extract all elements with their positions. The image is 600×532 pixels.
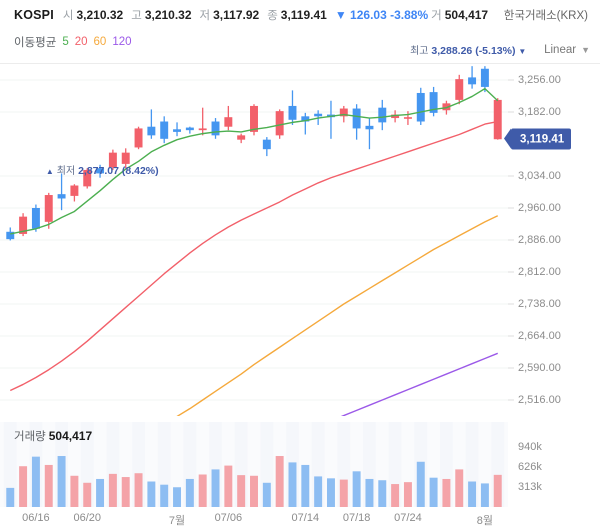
price-tick-mark	[508, 175, 514, 177]
volume-label: 거	[431, 10, 442, 22]
ma-legend-title: 이동평균	[14, 37, 57, 49]
symbol-name: KOSPI	[14, 8, 54, 22]
change-value: ▼ 126.03 -3.88%	[334, 8, 429, 22]
volume-tick-label: 626k	[518, 461, 542, 474]
price-tick-label: 3,256.00	[518, 74, 561, 86]
price-tick-mark	[508, 207, 514, 209]
volume-chart-svg	[3, 422, 505, 507]
high-annotation: 최고 3,288.26 (-5.13%) ▼	[410, 45, 527, 58]
ma-legend-120[interactable]: 120	[112, 36, 132, 48]
volume-panel-title: 거래량 504,417	[14, 428, 92, 444]
price-tick-mark	[508, 271, 514, 273]
current-price-badge: 3,119.41	[503, 128, 572, 150]
price-tick-mark	[508, 399, 514, 401]
date-axis: 06/16 06/20 7월 07/06 07/14 07/18 07/24 8월	[0, 507, 508, 532]
moving-average-legend: 이동평균 5 20 60 120	[14, 31, 132, 53]
high-label: 고	[131, 10, 142, 22]
ohlc-summary: 시 3,210.32 고 3,210.32 저 3,117.92 종 3,119…	[63, 7, 488, 23]
date-tick-label: 7월	[168, 515, 186, 527]
price-chart-svg	[0, 66, 508, 416]
price-tick-label: 3,182.00	[518, 106, 561, 118]
chevron-down-icon: ▼	[581, 45, 590, 55]
low-annotation: ▲ 최저 2,877.07 (8.42%)	[45, 164, 159, 177]
volume-panel-value: 504,417	[48, 429, 93, 443]
header-divider	[0, 63, 600, 64]
price-tick-label: 2,516.00	[518, 394, 561, 406]
chart-header: KOSPI 시 3,210.32 고 3,210.32 저 3,117.92 종…	[0, 0, 600, 30]
price-tick-mark	[508, 79, 514, 81]
date-tick-label: 07/06	[214, 512, 243, 524]
volume-panel-label: 거래량	[14, 431, 46, 443]
scale-type-selector[interactable]: Linear ▼	[544, 44, 590, 56]
open-value: 3,210.32	[76, 8, 124, 22]
volume-tick-label: 940k	[518, 441, 542, 454]
date-tick-label: 07/14	[291, 512, 320, 524]
volume-tick-label: 313k	[518, 481, 542, 494]
price-tick-mark	[508, 335, 514, 337]
date-tick-label: 06/20	[73, 512, 101, 524]
date-tick-label: 07/18	[342, 512, 371, 524]
close-value: 3,119.41	[280, 8, 327, 22]
date-tick-label: 8월	[476, 515, 494, 527]
date-tick-label: 06/16	[22, 512, 50, 524]
price-tick-label: 2,664.00	[518, 330, 561, 342]
price-tick-label: 2,886.00	[518, 234, 561, 246]
price-tick-label: 2,738.00	[518, 298, 561, 310]
price-tick-mark	[508, 367, 514, 369]
price-tick-label: 3,034.00	[518, 170, 561, 182]
close-label: 종	[267, 10, 278, 22]
low-value: 3,117.92	[213, 8, 260, 22]
ma-legend-60[interactable]: 60	[93, 36, 107, 48]
volume-value: 504,417	[444, 8, 489, 22]
ma-legend-20[interactable]: 20	[74, 36, 88, 48]
price-tick-mark	[508, 239, 514, 241]
low-label: 저	[199, 10, 211, 22]
scale-type-label: Linear	[544, 44, 577, 56]
volume-chart-panel[interactable]: 거래량 504,417	[0, 422, 508, 507]
price-tick-label: 2,960.00	[518, 202, 561, 214]
price-axis[interactable]: 3,256.00 3,182.00 3,034.00 2,960.00 2,886.00…	[503, 64, 600, 507]
price-tick-mark	[508, 303, 514, 305]
price-tick-label: 2,590.00	[518, 362, 561, 374]
high-value: 3,210.32	[144, 8, 192, 22]
date-tick-label: 07/24	[394, 512, 422, 524]
exchange-label: 한국거래소(KRX)	[503, 10, 588, 22]
ma-legend-5[interactable]: 5	[62, 36, 69, 48]
open-label: 시	[62, 10, 74, 22]
price-tick-label: 2,812.00	[518, 266, 561, 278]
price-tick-mark	[508, 111, 514, 113]
price-chart-panel[interactable]: 최고 3,288.26 (-5.13%) ▼ ▲ 최저 2,877.07 (8.…	[0, 45, 526, 416]
